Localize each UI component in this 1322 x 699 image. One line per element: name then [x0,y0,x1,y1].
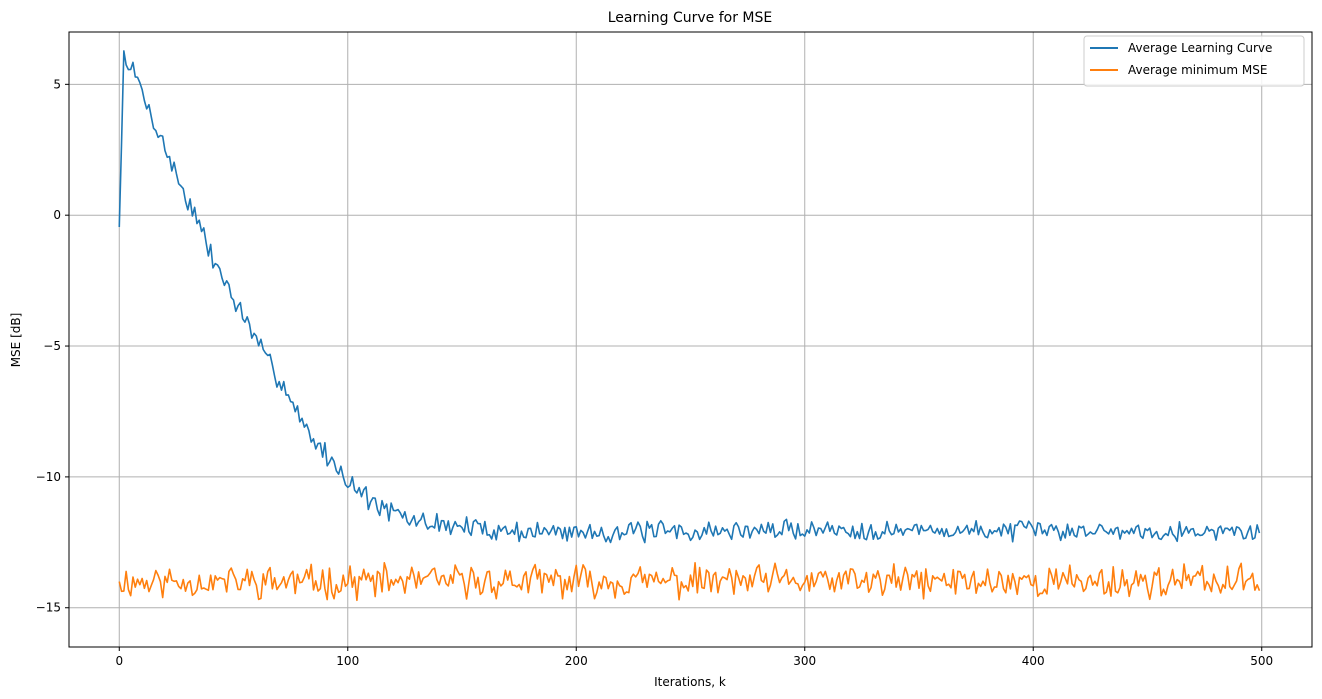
grid-lines [69,32,1312,647]
series-lines [118,50,1261,602]
legend-label-learning-curve: Average Learning Curve [1128,41,1272,55]
x-tick-label: 100 [336,654,359,668]
series-line-learning-curve [118,50,1261,544]
y-axis-label: MSE [dB] [9,313,23,368]
x-axis-label: Iterations, k [654,675,726,689]
y-tick-label: 5 [53,77,61,91]
series-line-minimum-mse [118,561,1261,602]
x-tick-label: 400 [1022,654,1045,668]
x-tick-label: 200 [565,654,588,668]
x-tick-label: 0 [115,654,123,668]
legend: Average Learning Curve Average minimum M… [1083,35,1305,87]
chart-title: Learning Curve for MSE [608,10,773,26]
y-tick-label: −15 [36,601,61,615]
x-tick-label: 500 [1250,654,1273,668]
y-tick-label: 0 [53,208,61,222]
y-tick-label: −10 [36,470,61,484]
legend-box [1083,35,1305,87]
y-tick-label: −5 [43,339,61,353]
legend-label-minimum-mse: Average minimum MSE [1128,63,1267,77]
x-tick-label: 300 [793,654,816,668]
plot-frame [68,31,1313,648]
axis-ticks: 0 100 200 300 400 500 5 0 −5 −10 −15 [36,77,1274,668]
